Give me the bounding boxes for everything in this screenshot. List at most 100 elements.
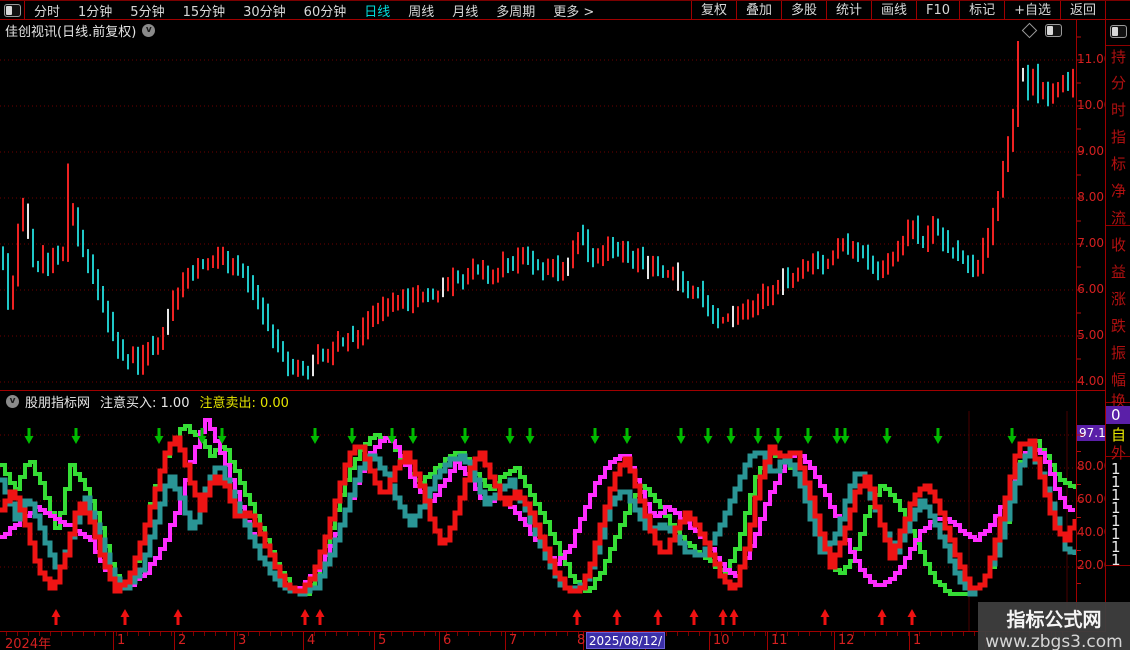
buy-arrow-icon [877, 609, 887, 625]
menu-period-8[interactable]: 月线 [452, 4, 479, 20]
toolbar-right-buttons: 复权 叠加 多股 统计 画线 F10 标记 +自选 返回 [690, 0, 1106, 20]
sidebar-item[interactable]: 外 [1111, 444, 1127, 462]
sell-arrow-icon [387, 428, 397, 444]
chevron-down-icon[interactable]: v [142, 23, 156, 37]
sell-arrow-icon [840, 428, 850, 444]
price-axis-label: 4.00 [1077, 374, 1104, 388]
toolbar-button-2[interactable]: 多股 [782, 0, 827, 20]
sidebar-item[interactable]: 1 [1111, 473, 1121, 491]
sidebar-item[interactable]: 换 [1111, 392, 1127, 410]
sidebar-item[interactable]: 1 [1111, 525, 1121, 543]
sell-arrow-icon [460, 428, 470, 444]
sell-arrow-icon [590, 428, 600, 444]
sidebar-item[interactable]: 自 [1111, 426, 1127, 444]
sell-arrow-icon [803, 428, 813, 444]
sell-arrow-icon [753, 428, 763, 444]
sidebar-item[interactable]: 幅 [1111, 371, 1127, 389]
sidebar-item[interactable]: 净 [1111, 182, 1127, 200]
sidebar-item[interactable]: 流 [1111, 209, 1127, 227]
sidebar-item[interactable]: 1 [1111, 538, 1121, 556]
toolbar-button-5[interactable]: F10 [917, 0, 961, 20]
toolbar-button-8[interactable]: 返回 [1061, 0, 1106, 20]
sidebar-item[interactable]: 标 [1111, 155, 1127, 173]
sidebar-item[interactable]: 分 [1111, 74, 1127, 92]
sidebar-item[interactable]: 指 [1111, 128, 1127, 146]
watermark: 指标公式网 www.zbgs3.com [978, 602, 1130, 650]
time-axis-label: 2 [178, 633, 187, 648]
month-separator [834, 632, 835, 650]
menu-period-2[interactable]: 5分钟 [130, 4, 165, 20]
price-axis-label: 6.00 [1077, 282, 1104, 296]
toolbar-button-6[interactable]: 标记 [960, 0, 1006, 20]
toolbar-button-0[interactable]: 复权 [692, 0, 737, 20]
title-bar: 佳创视讯(日线.前复权) v [0, 20, 1076, 40]
price-axis-label: 5.00 [1077, 328, 1104, 342]
menu-period-9[interactable]: 多周期 [496, 4, 536, 20]
menu-period-0[interactable]: 分时 [34, 4, 61, 20]
indicator-name: 股朋指标网 [25, 395, 91, 411]
sidebar-item[interactable]: 跌 [1111, 317, 1127, 335]
watermark-url: www.zbgs3.com [985, 632, 1123, 650]
menu-period-6[interactable]: 日线 [364, 4, 391, 20]
indicator-oscillator-chart[interactable] [0, 411, 1076, 631]
sell-arrow-icon [197, 428, 207, 444]
sidebar-item[interactable]: 涨 [1111, 290, 1127, 308]
period-menu: 分时 1分钟 5分钟 15分钟 30分钟 60分钟 日线 周线 月线 多周期 更多 > [25, 1, 603, 20]
buy-arrow-icon [300, 609, 310, 625]
month-separator [505, 632, 506, 650]
indicator-line-red [0, 435, 1076, 594]
month-separator [439, 632, 440, 650]
menu-period-10[interactable]: 更多 > [553, 4, 595, 20]
sell-arrow-icon [703, 428, 713, 444]
time-axis-label: 7 [509, 633, 518, 648]
sidebar-item[interactable]: 持 [1111, 48, 1127, 66]
sidebar-item[interactable]: 1 [1111, 499, 1121, 517]
watermark-site-name: 指标公式网 [1006, 609, 1102, 631]
month-separator [583, 632, 584, 650]
time-axis-label: 4 [307, 633, 316, 648]
menu-period-7[interactable]: 周线 [408, 4, 435, 20]
toolbar-button-7[interactable]: +自选 [1005, 0, 1061, 20]
sell-arrow-icon [773, 428, 783, 444]
buy-arrow-icon [718, 609, 728, 625]
menu-period-1[interactable]: 1分钟 [78, 4, 113, 20]
toolbar-button-1[interactable]: 叠加 [737, 0, 782, 20]
toolbar-button-3[interactable]: 统计 [827, 0, 873, 20]
sidebar-item[interactable]: 1 [1111, 460, 1121, 478]
buy-arrow-icon [612, 609, 622, 625]
month-separator [174, 632, 175, 650]
sell-arrow-icon [310, 428, 320, 444]
sidebar-item[interactable]: 1 [1111, 551, 1121, 569]
buy-arrow-icon [120, 609, 130, 625]
sell-arrow-icon [676, 428, 686, 444]
sidebar-item[interactable]: 0 [1106, 406, 1130, 424]
sidebar-item[interactable]: 时 [1111, 101, 1127, 119]
sidebar-item[interactable]: 1 [1111, 486, 1121, 504]
selected-date-box: 2025/08/12/二 [586, 632, 665, 649]
diamond-marker-icon[interactable] [1021, 22, 1038, 38]
time-axis-label: 8 [577, 633, 586, 648]
sell-arrow-icon [832, 428, 842, 444]
menu-period-5[interactable]: 60分钟 [303, 4, 347, 20]
sidebar-item[interactable]: 1 [1111, 512, 1121, 530]
time-axis-label: 11 [771, 633, 788, 648]
stock-title: 佳创视讯(日线.前复权) [5, 24, 137, 40]
main-candlestick-chart[interactable] [0, 40, 1076, 391]
layout-toggle-button[interactable] [0, 1, 25, 19]
menu-period-3[interactable]: 15分钟 [182, 4, 226, 20]
collapse-indicator-icon[interactable]: v [6, 394, 19, 408]
split-panel-icon[interactable] [1045, 23, 1062, 37]
indicator-buy-value: 注意买入: 1.00 [100, 395, 190, 411]
sidebar-item[interactable]: 益 [1111, 263, 1127, 281]
price-axis-label: 9.00 [1077, 144, 1104, 158]
toolbar-button-4[interactable]: 画线 [872, 0, 918, 20]
time-axis-label: 10 [713, 633, 730, 648]
sell-arrow-icon [154, 428, 164, 444]
sidebar-item[interactable]: 收 [1111, 236, 1127, 254]
price-axis-label: 8.00 [1077, 190, 1104, 204]
sell-arrow-icon [217, 428, 227, 444]
sidebar-item[interactable]: 振 [1111, 344, 1127, 362]
menu-period-4[interactable]: 30分钟 [243, 4, 286, 20]
